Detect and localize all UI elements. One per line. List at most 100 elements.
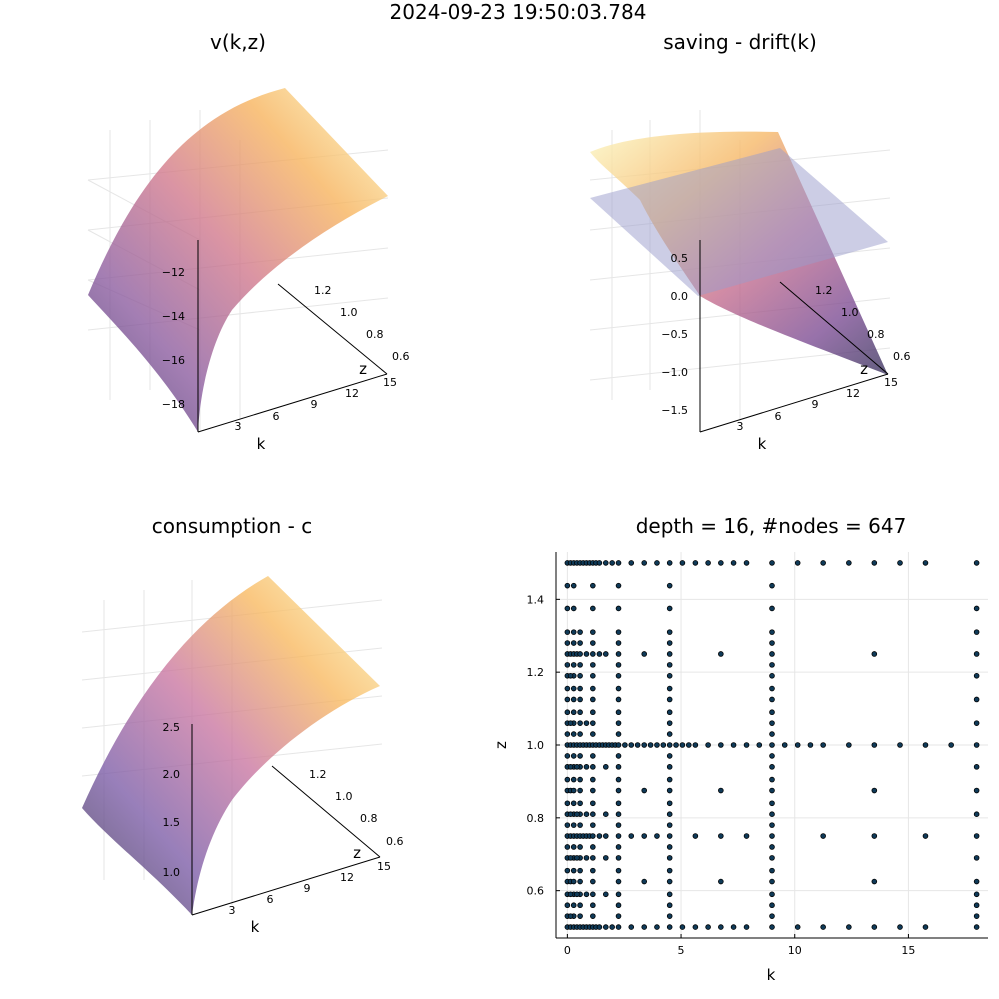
axes-3d-consumption [191, 724, 381, 916]
node-point [615, 776, 622, 783]
node-point [973, 673, 980, 679]
node-point [564, 844, 571, 850]
node-point [769, 822, 775, 828]
node-point [769, 709, 775, 716]
node-point [647, 742, 654, 748]
node-point [679, 560, 686, 566]
x-tick-label: 5 [678, 944, 685, 957]
node-point [590, 629, 596, 635]
node-point [574, 764, 580, 770]
node-point [666, 891, 673, 898]
node-point [666, 855, 673, 861]
node-point [590, 582, 596, 589]
tick-label: −1.0 [661, 366, 688, 379]
tick-label: −14 [162, 310, 185, 323]
node-point [583, 764, 590, 770]
node-point [615, 662, 622, 668]
node-point [577, 878, 583, 885]
node-point [583, 811, 590, 817]
node-point [570, 605, 577, 612]
node-point [577, 696, 583, 703]
node-point [615, 742, 622, 748]
node-point [666, 720, 673, 726]
node-point [577, 673, 583, 679]
node-point [743, 833, 750, 839]
node-point [641, 924, 648, 930]
node-point [666, 913, 673, 919]
tick-label: 1.0 [163, 866, 181, 879]
ticks-zaxis-v: 1.2 1.0 0.8 0.6 [314, 284, 410, 363]
node-point [628, 742, 635, 748]
node-point [666, 878, 673, 885]
y-tick-label: 1.2 [527, 666, 545, 679]
node-point [590, 844, 596, 850]
node-point [615, 764, 622, 770]
node-point [570, 844, 577, 850]
tick-label: 12 [340, 871, 354, 884]
node-point [769, 867, 775, 874]
node-point [570, 640, 577, 646]
node-point [730, 560, 737, 566]
node-point [922, 742, 929, 748]
tick-label: 6 [775, 410, 782, 423]
node-point [666, 753, 673, 759]
node-point [973, 605, 980, 612]
node-point [685, 742, 692, 748]
node-point [820, 742, 826, 748]
node-point [973, 787, 980, 794]
node-point [615, 833, 622, 839]
zero-plane [590, 148, 888, 296]
node-point [769, 800, 775, 807]
node-point [673, 742, 679, 748]
tick-label: 15 [377, 860, 391, 873]
node-point [666, 844, 673, 850]
ticks-z-v: −12 −14 −16 −18 [162, 266, 185, 411]
node-point [570, 582, 577, 589]
node-point [769, 844, 775, 850]
axis-label-k: k [251, 918, 260, 936]
node-point [590, 787, 596, 794]
scatter-points [564, 560, 980, 930]
node-point [577, 685, 583, 692]
node-point [590, 651, 596, 657]
node-point [570, 776, 577, 783]
node-point [769, 891, 775, 898]
node-point [628, 833, 635, 839]
node-point [666, 787, 673, 794]
node-point [577, 753, 583, 759]
node-point [666, 764, 673, 770]
node-point [718, 833, 724, 839]
tick-label: 1.5 [163, 816, 181, 829]
node-point [570, 662, 577, 668]
tick-label: −16 [162, 354, 185, 367]
node-point [705, 560, 711, 566]
node-point [615, 720, 622, 726]
tick-label: 1.2 [314, 284, 332, 297]
node-point [596, 560, 603, 566]
tick-label: 9 [812, 398, 819, 411]
node-point [654, 833, 660, 839]
node-point [590, 891, 596, 898]
node-point [666, 811, 673, 817]
node-point [705, 924, 711, 930]
node-point [564, 685, 571, 692]
node-point [574, 811, 580, 817]
node-point [567, 855, 574, 861]
node-point [769, 685, 775, 692]
node-point [820, 924, 826, 930]
node-point [666, 833, 673, 839]
tick-label: 0.6 [392, 350, 410, 363]
node-point [794, 560, 801, 566]
figure-suptitle: 2024-09-23 19:50:03.784 [390, 0, 647, 24]
node-point [769, 731, 775, 737]
node-point [577, 867, 583, 874]
node-point [973, 902, 980, 909]
panel-title-saving: saving - drift(k) [663, 30, 817, 54]
tick-label: 1.2 [815, 284, 833, 297]
node-point [769, 582, 775, 589]
node-point [973, 742, 980, 748]
node-point [564, 629, 571, 635]
node-point [769, 902, 775, 909]
node-point [577, 800, 583, 807]
node-point [666, 582, 673, 589]
